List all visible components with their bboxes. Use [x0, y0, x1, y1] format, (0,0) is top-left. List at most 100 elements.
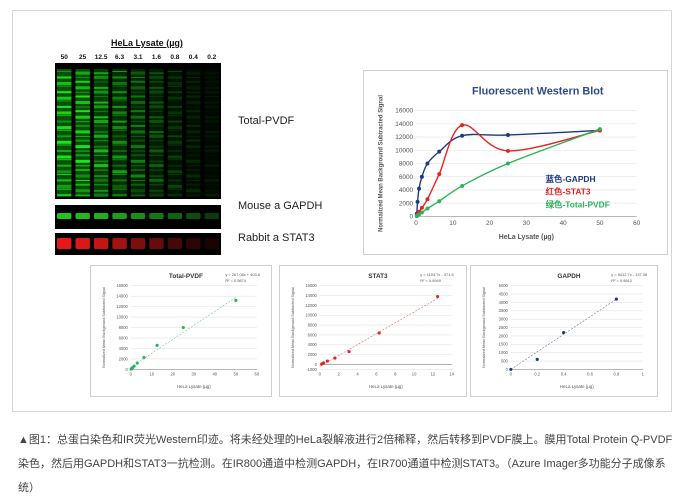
protein-band [204, 96, 219, 98]
data-point [347, 350, 351, 354]
protein-band [130, 194, 146, 196]
protein-band [75, 95, 90, 98]
protein-band [149, 193, 164, 197]
protein-band [204, 193, 219, 197]
protein-band [204, 120, 219, 123]
y-tick-label: 12000 [395, 134, 413, 141]
lane-label: 1.6 [151, 54, 161, 61]
protein-band [149, 169, 164, 171]
protein-band [75, 130, 90, 134]
protein-band [57, 213, 72, 219]
protein-band [167, 170, 183, 174]
y-axis-label: Normalized Mean Background Subtracted Si… [102, 287, 106, 368]
protein-band [167, 144, 183, 146]
protein-band [112, 170, 127, 174]
protein-band [93, 131, 109, 133]
protein-band [186, 174, 201, 178]
trend-equation: y = 1103.7x - 371.5 [420, 272, 454, 277]
x-tick-label: 50 [234, 372, 239, 377]
protein-band [75, 174, 90, 178]
protein-band [130, 165, 146, 167]
protein-band [204, 154, 219, 156]
x-tick-label: 1 [642, 372, 645, 377]
y-tick-label: 0 [506, 367, 509, 372]
protein-band [57, 91, 72, 94]
data-point [437, 199, 442, 204]
x-tick-label: 10 [412, 372, 417, 377]
protein-band [75, 180, 90, 181]
protein-band [204, 140, 219, 142]
protein-band [130, 159, 146, 163]
protein-band [112, 184, 127, 188]
y-tick-label: 16000 [116, 283, 128, 288]
protein-band [186, 110, 201, 113]
x-tick-label: 0 [319, 372, 322, 377]
protein-band [75, 154, 90, 157]
chart-title: Total-PVDF [169, 273, 203, 280]
protein-band [130, 154, 146, 157]
x-tick-label: 12 [431, 372, 436, 377]
data-point [437, 149, 442, 154]
protein-band [167, 159, 183, 161]
protein-band [75, 77, 90, 79]
protein-band [75, 71, 90, 75]
lane-smear [130, 69, 146, 197]
protein-band [112, 238, 127, 249]
protein-band [57, 188, 72, 190]
y-tick-label: 3500 [499, 308, 509, 313]
total-pvdf-label: Total-PVDF [238, 115, 295, 127]
y-tick-label: 3000 [499, 317, 509, 322]
y-tick-label: 0 [410, 214, 414, 221]
protein-band [149, 131, 164, 133]
protein-band [57, 173, 72, 175]
y-tick-label: 4000 [119, 346, 129, 351]
protein-band [93, 110, 109, 112]
protein-band [75, 139, 90, 142]
data-point [417, 186, 422, 191]
figure-caption: ▲图1：总蛋白染色和IR荧光Western印迹。将未经处理的HeLa裂解液进行2… [18, 434, 673, 494]
data-point [333, 356, 337, 360]
y-tick-label: 4000 [499, 300, 509, 305]
y-tick-label: 4500 [499, 291, 509, 296]
trendline [510, 298, 617, 370]
protein-band [167, 111, 183, 115]
protein-band [186, 154, 201, 157]
protein-band [149, 149, 164, 153]
protein-band [130, 80, 146, 83]
protein-band [93, 72, 109, 75]
protein-band [130, 169, 146, 171]
main-line-chart: Fluorescent Western Blot 0 2000 4000 6000 800… [363, 70, 668, 255]
lane-label: 6.3 [115, 54, 125, 61]
protein-band [167, 213, 183, 219]
x-axis-label: HeLa Lysate (µg) [560, 384, 594, 389]
data-point [425, 197, 430, 202]
protein-band [57, 144, 72, 146]
protein-band [204, 105, 219, 109]
protein-band [167, 100, 183, 102]
protein-band [112, 82, 127, 85]
protein-band [186, 194, 201, 196]
data-point [415, 199, 420, 204]
figure-panel: HeLa Lysate (µg) 50 25 12.5 6.3 3.1 1.6 0.8 0.4… [12, 10, 672, 412]
lane-label: 25 [79, 54, 87, 61]
total-pvdf-blot-image [57, 69, 219, 197]
protein-band [112, 179, 127, 182]
protein-band [130, 124, 146, 127]
protein-band [57, 150, 72, 152]
protein-band [186, 135, 201, 137]
x-tick-label: 50 [596, 220, 604, 227]
protein-band [130, 145, 146, 149]
protein-band [93, 134, 109, 138]
protein-band [130, 121, 146, 123]
chart-title: STAT3 [368, 273, 388, 280]
protein-band [186, 115, 201, 119]
x-axis-label: HeLa Lysate (µg) [499, 234, 554, 241]
gapdh-blot-image [57, 213, 219, 219]
protein-band [149, 189, 164, 192]
data-point [436, 294, 440, 299]
y-tick-label: 12000 [116, 304, 128, 309]
total-pvdf-chart: Total-PVDF y = 267.08x + 403.8 R² = 0.9874… [90, 265, 272, 397]
y-tick-label: 12000 [305, 303, 317, 308]
x-tick-label: 0.2 [534, 372, 540, 377]
data-point [597, 127, 602, 132]
